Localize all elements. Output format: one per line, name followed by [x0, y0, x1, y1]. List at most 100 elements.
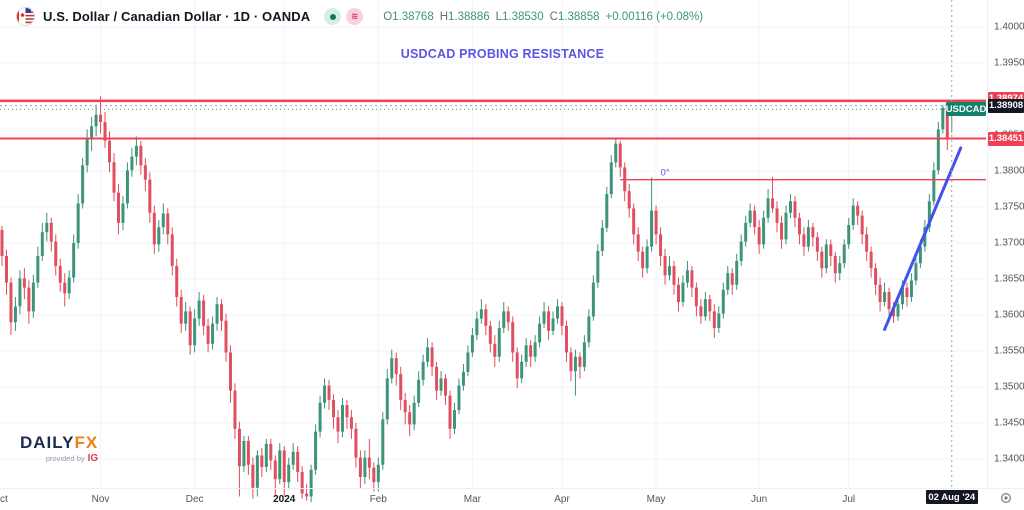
candle — [587, 309, 591, 348]
blue-trendline[interactable] — [883, 146, 963, 331]
candle — [538, 316, 542, 348]
candle — [188, 306, 192, 355]
candle — [712, 304, 716, 339]
time-axis[interactable]: ct Nov Dec 2024 Feb Mar Apr May Jun Jul — [0, 488, 1024, 510]
candle — [444, 374, 448, 405]
candle — [484, 304, 488, 336]
ohlc-readout: O1.38768 H1.38886 L1.38530 C1.38858 +0.0… — [383, 10, 704, 23]
candle — [211, 316, 215, 350]
candle — [797, 212, 801, 245]
candle — [54, 234, 58, 276]
candle — [780, 215, 784, 249]
candle — [157, 219, 161, 252]
candle — [358, 450, 362, 490]
candle — [76, 194, 80, 249]
symbol-title[interactable]: U.S. Dollar / Canadian Dollar · 1D · OAN… — [43, 9, 311, 24]
ideas-stream-icon[interactable]: ≋ — [346, 8, 364, 25]
candle — [242, 435, 246, 472]
candle — [582, 335, 586, 372]
price-tick-label: 1.36500 — [994, 273, 1024, 285]
candle — [905, 282, 909, 307]
candle — [703, 291, 707, 321]
candle — [408, 405, 412, 436]
candle — [771, 176, 775, 213]
market-status-icon[interactable] — [324, 8, 342, 25]
candle — [623, 162, 627, 202]
candle — [27, 280, 31, 324]
candle — [340, 397, 344, 438]
candle — [332, 394, 336, 429]
candle — [246, 435, 250, 475]
candle — [833, 251, 837, 283]
candle — [618, 140, 622, 177]
candle — [152, 205, 156, 254]
candle — [327, 379, 331, 411]
candle — [914, 255, 918, 285]
candle — [49, 217, 53, 252]
time-tick-label: Feb — [369, 494, 387, 505]
price-tick-label: 1.40000 — [994, 21, 1024, 33]
candle — [632, 203, 636, 245]
candle — [228, 345, 232, 403]
candle — [318, 395, 322, 438]
candle — [81, 158, 85, 209]
candle — [282, 446, 286, 497]
candle — [663, 248, 667, 285]
dailyfx-provided-by: provided by IG — [45, 453, 99, 464]
candle — [363, 450, 367, 485]
candle — [659, 227, 663, 267]
price-tick-label: 1.35000 — [994, 381, 1024, 393]
candle — [556, 299, 560, 324]
candle — [40, 222, 44, 261]
candle — [547, 306, 551, 341]
price-axis[interactable]: 1.400001.395001.390001.385001.380001.375… — [987, 0, 1024, 488]
candle — [394, 352, 398, 386]
candle — [323, 378, 327, 409]
candle — [524, 338, 528, 367]
candle — [461, 363, 465, 391]
candle — [520, 354, 524, 384]
candle — [381, 412, 385, 470]
candle — [237, 421, 241, 497]
time-tick-label: Dec — [185, 494, 204, 505]
candle — [22, 268, 26, 300]
candle — [757, 219, 761, 254]
candle — [309, 464, 313, 503]
time-tick-label: May — [646, 494, 666, 505]
candle — [215, 297, 219, 331]
axis-settings-gear-icon[interactable] — [999, 491, 1013, 505]
candle — [67, 270, 71, 300]
candle — [426, 338, 430, 367]
candle — [72, 234, 76, 283]
candle — [493, 335, 497, 367]
candle — [399, 366, 403, 411]
candle — [690, 266, 694, 297]
candle — [627, 183, 631, 218]
candle — [600, 219, 604, 256]
candle — [694, 282, 698, 317]
candle — [874, 263, 878, 295]
candle — [883, 282, 887, 307]
close-value: 1.38858 — [557, 10, 600, 23]
candle — [605, 186, 609, 233]
candle — [103, 111, 107, 148]
candle — [45, 212, 49, 242]
candle — [932, 162, 936, 206]
candle — [654, 205, 658, 245]
time-tick-label: 2024 — [273, 494, 296, 505]
candle — [269, 438, 273, 470]
price-tick-label: 1.39500 — [994, 57, 1024, 69]
candle — [36, 246, 40, 288]
time-tick-label: Nov — [91, 494, 110, 505]
candle — [260, 448, 264, 477]
candle — [58, 258, 62, 292]
candle — [511, 316, 515, 362]
chart-annotation-text[interactable]: USDCAD PROBING RESISTANCE — [400, 47, 605, 61]
candle — [708, 294, 712, 321]
candle — [824, 239, 828, 274]
candle — [811, 222, 815, 247]
candle — [197, 291, 201, 326]
candle — [354, 423, 358, 468]
dailyfx-logo-daily: DAILY — [20, 433, 75, 452]
